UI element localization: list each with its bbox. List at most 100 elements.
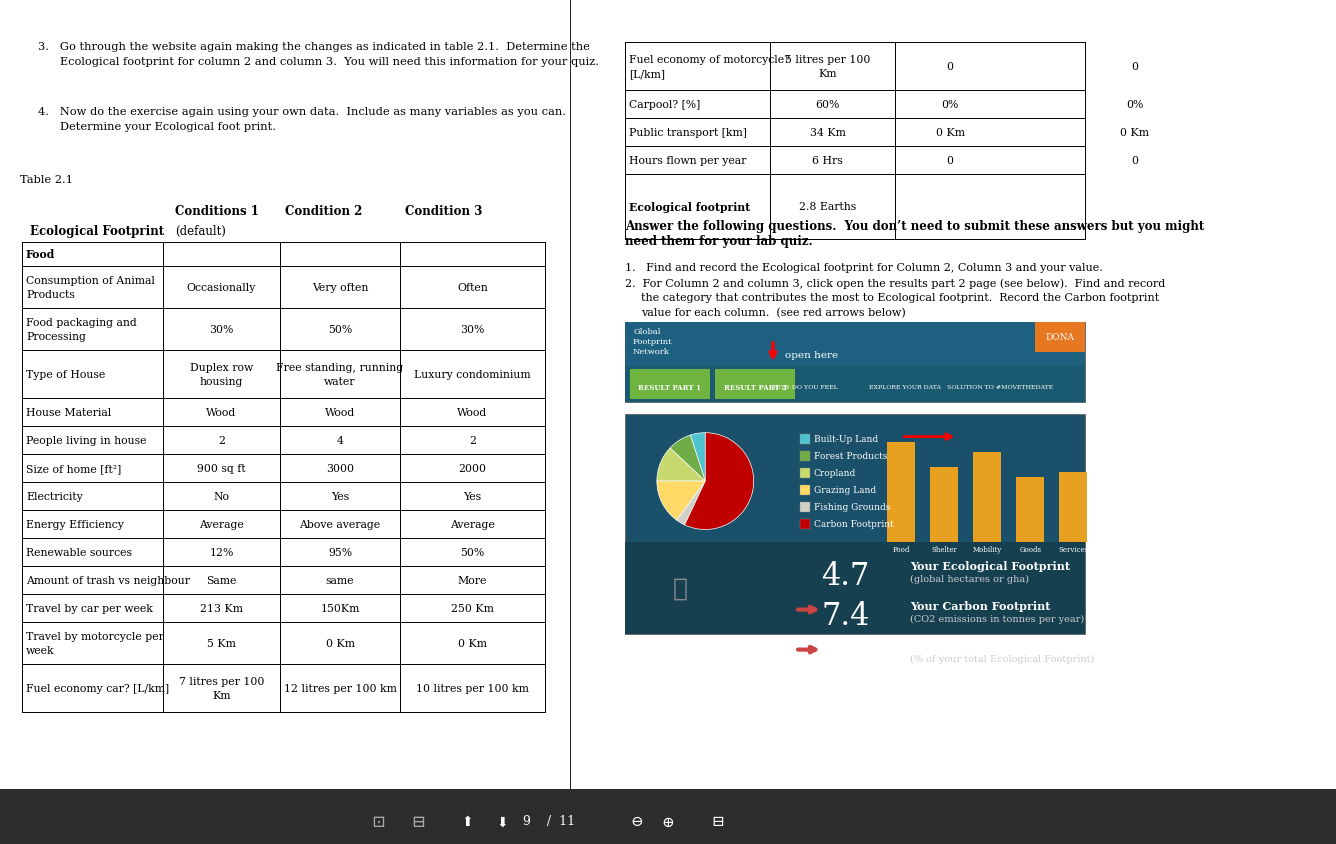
Text: Answer the following questions.  You don’t need to submit these answers but you : Answer the following questions. You don’… bbox=[625, 219, 1204, 233]
Text: water: water bbox=[325, 376, 355, 387]
Text: 0: 0 bbox=[1132, 62, 1138, 72]
Text: 0%: 0% bbox=[942, 100, 959, 110]
Text: 900 sq ft: 900 sq ft bbox=[198, 463, 246, 473]
Text: ⊟: ⊟ bbox=[712, 814, 724, 829]
Text: Renewable sources: Renewable sources bbox=[25, 548, 132, 557]
Text: 7 litres per 100: 7 litres per 100 bbox=[179, 676, 265, 686]
Bar bbox=[1017, 477, 1045, 542]
Wedge shape bbox=[669, 436, 705, 482]
Bar bbox=[973, 452, 1001, 542]
Wedge shape bbox=[677, 482, 705, 525]
Bar bbox=[1059, 472, 1088, 542]
Text: 🏭: 🏭 bbox=[672, 577, 688, 600]
Text: SOLUTION TO #MOVETHEDATE: SOLUTION TO #MOVETHEDATE bbox=[947, 385, 1053, 390]
Text: housing: housing bbox=[200, 376, 243, 387]
Text: Wood: Wood bbox=[325, 408, 355, 418]
Text: 0: 0 bbox=[1132, 156, 1138, 165]
Text: 3.   Go through the website again making the changes as indicated in table 2.1. : 3. Go through the website again making t… bbox=[37, 42, 591, 52]
Text: 0 Km: 0 Km bbox=[326, 638, 354, 648]
Text: More: More bbox=[458, 576, 488, 585]
Text: Consumption of Animal: Consumption of Animal bbox=[25, 276, 155, 285]
Text: Grazing Land: Grazing Land bbox=[814, 486, 876, 495]
Text: Mobility: Mobility bbox=[973, 545, 1002, 553]
Text: same: same bbox=[326, 576, 354, 585]
Wedge shape bbox=[657, 448, 705, 482]
Text: 95%: 95% bbox=[327, 548, 353, 557]
Text: Cropland: Cropland bbox=[814, 469, 856, 478]
Text: Yes: Yes bbox=[331, 491, 349, 501]
Text: 1.   Find and record the Ecological footprint for Column 2, Column 3 and your va: 1. Find and record the Ecological footpr… bbox=[625, 262, 1102, 273]
Text: (default): (default) bbox=[175, 225, 226, 238]
Text: ⊖: ⊖ bbox=[631, 814, 644, 829]
Text: Food: Food bbox=[892, 545, 910, 553]
Text: Ecological footprint: Ecological footprint bbox=[629, 202, 751, 213]
Text: 0%: 0% bbox=[1126, 100, 1144, 110]
Text: Electricity: Electricity bbox=[25, 491, 83, 501]
Text: 50%: 50% bbox=[327, 325, 353, 334]
Text: 2.8 Earths: 2.8 Earths bbox=[799, 203, 856, 212]
Text: Wood: Wood bbox=[457, 408, 488, 418]
Text: Occasionally: Occasionally bbox=[187, 283, 257, 293]
Text: Table 2.1: Table 2.1 bbox=[20, 175, 73, 185]
Text: Food packaging and: Food packaging and bbox=[25, 317, 136, 327]
Bar bbox=[625, 322, 1085, 403]
Text: 50%: 50% bbox=[461, 548, 485, 557]
Text: 7.4: 7.4 bbox=[822, 600, 870, 630]
Text: 0 Km: 0 Km bbox=[458, 638, 488, 648]
Text: Duplex row: Duplex row bbox=[190, 363, 253, 372]
Text: Shelter: Shelter bbox=[931, 545, 957, 553]
Text: Travel by car per week: Travel by car per week bbox=[25, 603, 152, 614]
Bar bbox=[887, 442, 915, 542]
Text: ⬇: ⬇ bbox=[496, 814, 508, 829]
Bar bbox=[625, 414, 1085, 634]
Text: 0 Km: 0 Km bbox=[1121, 127, 1149, 138]
Text: ⊕: ⊕ bbox=[661, 814, 675, 829]
Text: 0 Km: 0 Km bbox=[935, 127, 965, 138]
Text: 9    /  11: 9 / 11 bbox=[522, 814, 574, 827]
Bar bbox=[800, 519, 810, 529]
Text: Goods: Goods bbox=[1019, 545, 1041, 553]
Text: Luxury condominium: Luxury condominium bbox=[414, 370, 530, 380]
Text: 54: 54 bbox=[827, 640, 866, 671]
Text: Fishing Grounds: Fishing Grounds bbox=[814, 503, 890, 512]
Text: 2: 2 bbox=[469, 436, 476, 446]
Text: Energy Efficiency: Energy Efficiency bbox=[25, 519, 124, 529]
Text: Fuel economy car? [L/km]: Fuel economy car? [L/km] bbox=[25, 683, 170, 693]
Text: Public transport [km]: Public transport [km] bbox=[629, 127, 747, 138]
Text: Free standing, running: Free standing, running bbox=[277, 363, 403, 372]
Text: 10 litres per 100 km: 10 litres per 100 km bbox=[415, 683, 529, 693]
Text: DONA: DONA bbox=[1046, 333, 1074, 342]
Text: HOW DO YOU FEEL: HOW DO YOU FEEL bbox=[772, 385, 838, 390]
Text: 5 Km: 5 Km bbox=[207, 638, 236, 648]
Text: 250 Km: 250 Km bbox=[452, 603, 494, 614]
Text: 60%: 60% bbox=[815, 100, 840, 110]
Text: No: No bbox=[214, 491, 230, 501]
Text: value for each column.  (see red arrows below): value for each column. (see red arrows b… bbox=[641, 307, 906, 318]
Text: 30%: 30% bbox=[461, 325, 485, 334]
Text: week: week bbox=[25, 645, 55, 655]
Bar bbox=[715, 370, 795, 399]
Bar bbox=[800, 435, 810, 445]
Text: 3000: 3000 bbox=[326, 463, 354, 473]
Text: Often: Often bbox=[457, 283, 488, 293]
Text: (% of your total Ecological Footprint): (% of your total Ecological Footprint) bbox=[910, 654, 1094, 663]
Text: Your Carbon Footprint: Your Carbon Footprint bbox=[910, 640, 1050, 651]
Text: RESULT PART 1: RESULT PART 1 bbox=[639, 383, 701, 392]
Text: House Material: House Material bbox=[25, 408, 111, 418]
Text: Determine your Ecological foot print.: Determine your Ecological foot print. bbox=[60, 122, 277, 132]
Wedge shape bbox=[691, 433, 705, 482]
Bar bbox=[930, 467, 958, 542]
Text: Km: Km bbox=[212, 690, 231, 701]
Text: Products: Products bbox=[25, 289, 75, 300]
Text: Amount of trash vs neighbour: Amount of trash vs neighbour bbox=[25, 576, 190, 585]
Text: (global hectares or gha): (global hectares or gha) bbox=[910, 574, 1029, 583]
Text: Carbon Footprint: Carbon Footprint bbox=[814, 520, 894, 529]
Text: Average: Average bbox=[450, 519, 494, 529]
Text: Travel by motorcycle per: Travel by motorcycle per bbox=[25, 631, 164, 641]
Text: Conditions 1: Conditions 1 bbox=[175, 205, 259, 218]
Text: Km: Km bbox=[818, 69, 836, 78]
Text: Ecological footprint for column 2 and column 3.  You will need this information : Ecological footprint for column 2 and co… bbox=[60, 57, 599, 67]
Text: Size of home [ft²]: Size of home [ft²] bbox=[25, 463, 122, 473]
Text: Ecological Footprint: Ecological Footprint bbox=[29, 225, 164, 238]
Text: 0: 0 bbox=[946, 62, 954, 72]
